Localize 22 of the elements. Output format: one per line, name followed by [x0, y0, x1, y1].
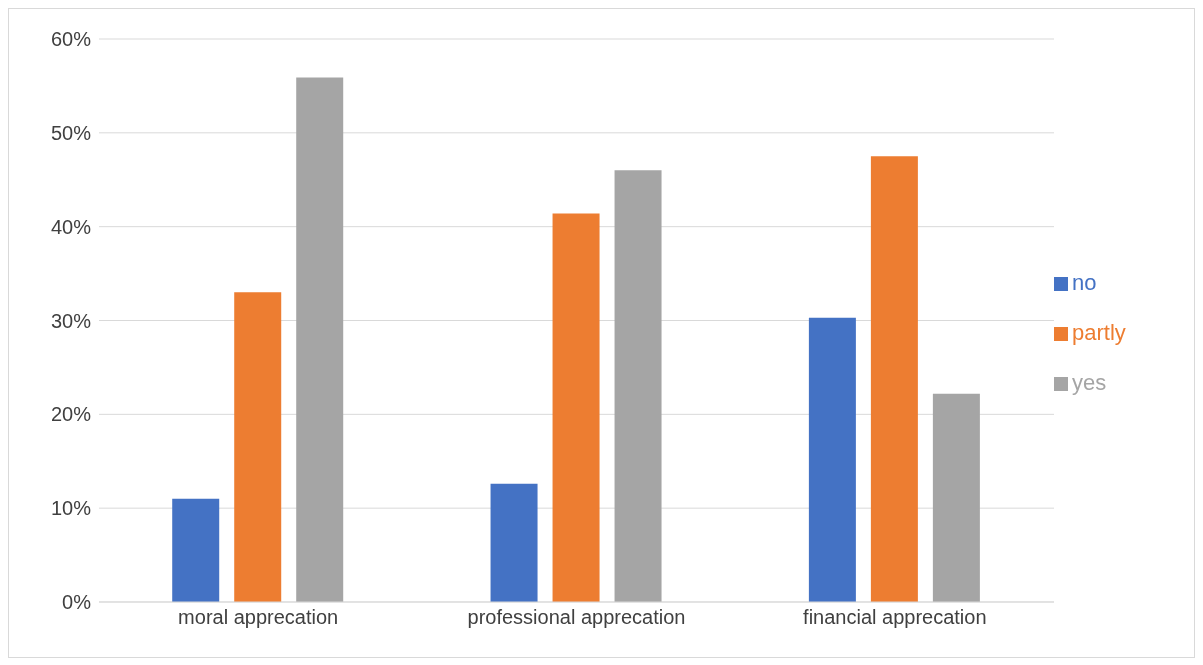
legend-label: partly — [1072, 320, 1126, 345]
y-tick-label: 60% — [50, 28, 92, 51]
bar — [172, 498, 220, 602]
y-tick-label: 0% — [62, 591, 92, 614]
y-tick-label: 50% — [50, 121, 92, 144]
bar — [614, 170, 662, 602]
legend-label: yes — [1072, 370, 1107, 395]
bar — [234, 292, 282, 602]
bar — [552, 213, 600, 602]
x-tick-label: professional apprecation — [467, 606, 686, 629]
bar — [808, 317, 856, 602]
y-tick-label: 40% — [50, 215, 92, 238]
bar — [932, 393, 980, 602]
y-tick-label: 10% — [50, 497, 92, 520]
y-tick-label: 20% — [50, 403, 92, 426]
x-tick-label: financial apprecation — [803, 606, 987, 629]
legend-label: no — [1072, 270, 1097, 295]
y-tick-label: 30% — [50, 309, 92, 332]
bar — [490, 483, 538, 602]
bar — [296, 77, 344, 602]
bar — [870, 156, 918, 602]
x-tick-label: moral apprecation — [178, 606, 339, 629]
